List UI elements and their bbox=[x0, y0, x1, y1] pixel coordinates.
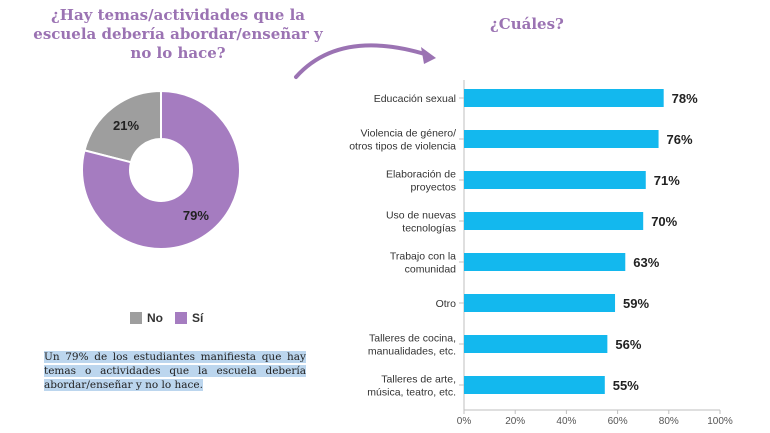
pie-slice-label: 21% bbox=[113, 118, 139, 133]
bar bbox=[464, 89, 664, 107]
pie-slice-label: 79% bbox=[183, 208, 209, 223]
category-label: Talleres de cocina, manualidades, etc. bbox=[368, 333, 456, 358]
x-tick-label: 0% bbox=[457, 416, 472, 427]
x-tick-label: 80% bbox=[659, 416, 679, 427]
left-chart-title: ¿Hay temas/actividades que la escuela de… bbox=[33, 6, 323, 62]
donut-chart: 21% 79% bbox=[81, 89, 241, 250]
x-tick-label: 60% bbox=[608, 416, 628, 427]
pie-slice-s bbox=[81, 89, 241, 250]
category-label: Educación sexual bbox=[374, 93, 456, 105]
x-tick-label: 20% bbox=[505, 416, 525, 427]
x-tick-label: 40% bbox=[556, 416, 576, 427]
category-label: Otro bbox=[436, 298, 457, 310]
legend-si-swatch bbox=[175, 312, 187, 324]
bar-value-label: 71% bbox=[654, 173, 680, 188]
bar-value-label: 76% bbox=[667, 132, 693, 147]
legend-no-label: No bbox=[147, 311, 163, 325]
bar bbox=[464, 130, 659, 148]
category-label: Talleres de arte, música, teatro, etc. bbox=[367, 374, 456, 399]
bar-value-label: 59% bbox=[623, 296, 649, 311]
bar bbox=[464, 253, 626, 271]
bar-value-label: 55% bbox=[613, 378, 639, 393]
legend-si-label: Sí bbox=[192, 311, 204, 325]
bar bbox=[464, 335, 608, 353]
x-tick-label: 100% bbox=[707, 416, 733, 427]
category-label: Trabajo con la comunidad bbox=[390, 251, 456, 276]
pie-legend: No Sí bbox=[130, 311, 215, 325]
legend-no-swatch bbox=[130, 312, 142, 324]
summary-note: Un 79% de los estudiantes manifiesta que… bbox=[44, 351, 306, 391]
pie-slice-no bbox=[83, 89, 162, 164]
category-label: Uso de nuevas tecnologías bbox=[386, 210, 456, 235]
bar bbox=[464, 212, 644, 230]
bar-chart: 0% 20% 40% 60% 80% 100% 78% Educación sexual 76%… bbox=[349, 80, 733, 427]
bar-value-label: 78% bbox=[672, 91, 698, 106]
bar-value-label: 70% bbox=[651, 214, 677, 229]
bar bbox=[464, 294, 616, 312]
bar-value-label: 56% bbox=[615, 337, 641, 352]
bar bbox=[464, 376, 605, 394]
category-label: Violencia de género/otros tipos de viole… bbox=[349, 128, 456, 153]
category-label: Elaboración de proyectos bbox=[386, 169, 456, 194]
bar bbox=[464, 171, 646, 189]
right-chart-title: ¿Cuáles? bbox=[490, 15, 564, 33]
bar-value-label: 63% bbox=[633, 255, 659, 270]
arrow-head-icon bbox=[421, 47, 436, 64]
arrow-decoration bbox=[294, 43, 430, 79]
